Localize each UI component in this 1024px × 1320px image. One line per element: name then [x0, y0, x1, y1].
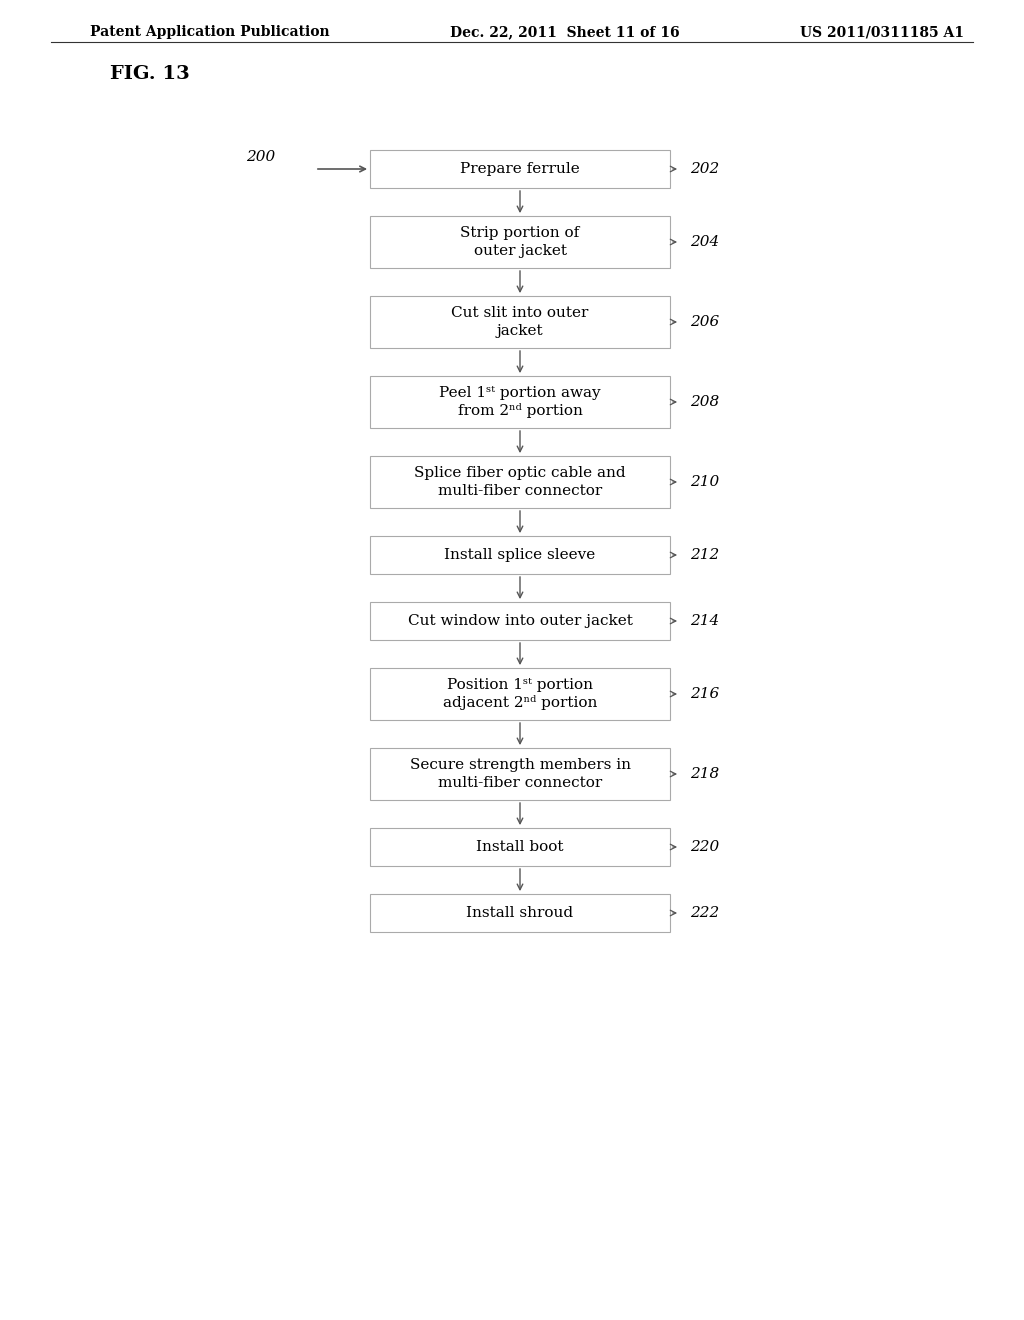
Text: 208: 208: [690, 395, 719, 409]
Text: Position 1ˢᵗ portion
adjacent 2ⁿᵈ portion: Position 1ˢᵗ portion adjacent 2ⁿᵈ portio…: [442, 677, 597, 710]
Text: 222: 222: [690, 906, 719, 920]
Text: Install boot: Install boot: [476, 840, 564, 854]
Text: Cut slit into outer
jacket: Cut slit into outer jacket: [452, 306, 589, 338]
Text: 218: 218: [690, 767, 719, 781]
Text: Secure strength members in
multi-fiber connector: Secure strength members in multi-fiber c…: [410, 759, 631, 789]
Text: Patent Application Publication: Patent Application Publication: [90, 25, 330, 40]
Text: Install splice sleeve: Install splice sleeve: [444, 548, 596, 562]
Text: 200: 200: [246, 150, 275, 164]
Text: Prepare ferrule: Prepare ferrule: [460, 162, 580, 176]
Text: FIG. 13: FIG. 13: [110, 65, 189, 83]
FancyBboxPatch shape: [370, 296, 670, 348]
Text: 214: 214: [690, 614, 719, 628]
Text: 212: 212: [690, 548, 719, 562]
Text: 216: 216: [690, 686, 719, 701]
Text: US 2011/0311185 A1: US 2011/0311185 A1: [800, 25, 964, 40]
FancyBboxPatch shape: [370, 748, 670, 800]
Text: Dec. 22, 2011  Sheet 11 of 16: Dec. 22, 2011 Sheet 11 of 16: [450, 25, 680, 40]
Text: Splice fiber optic cable and
multi-fiber connector: Splice fiber optic cable and multi-fiber…: [414, 466, 626, 498]
Text: Cut window into outer jacket: Cut window into outer jacket: [408, 614, 633, 628]
FancyBboxPatch shape: [370, 376, 670, 428]
FancyBboxPatch shape: [370, 216, 670, 268]
FancyBboxPatch shape: [370, 668, 670, 719]
Text: 202: 202: [690, 162, 719, 176]
FancyBboxPatch shape: [370, 536, 670, 574]
FancyBboxPatch shape: [370, 455, 670, 508]
Text: 220: 220: [690, 840, 719, 854]
FancyBboxPatch shape: [370, 828, 670, 866]
Text: Strip portion of
outer jacket: Strip portion of outer jacket: [461, 226, 580, 257]
FancyBboxPatch shape: [370, 150, 670, 187]
Text: 210: 210: [690, 475, 719, 488]
Text: 206: 206: [690, 315, 719, 329]
FancyBboxPatch shape: [370, 602, 670, 640]
FancyBboxPatch shape: [370, 894, 670, 932]
Text: Install shroud: Install shroud: [467, 906, 573, 920]
Text: 204: 204: [690, 235, 719, 249]
Text: Peel 1ˢᵗ portion away
from 2ⁿᵈ portion: Peel 1ˢᵗ portion away from 2ⁿᵈ portion: [439, 385, 601, 418]
